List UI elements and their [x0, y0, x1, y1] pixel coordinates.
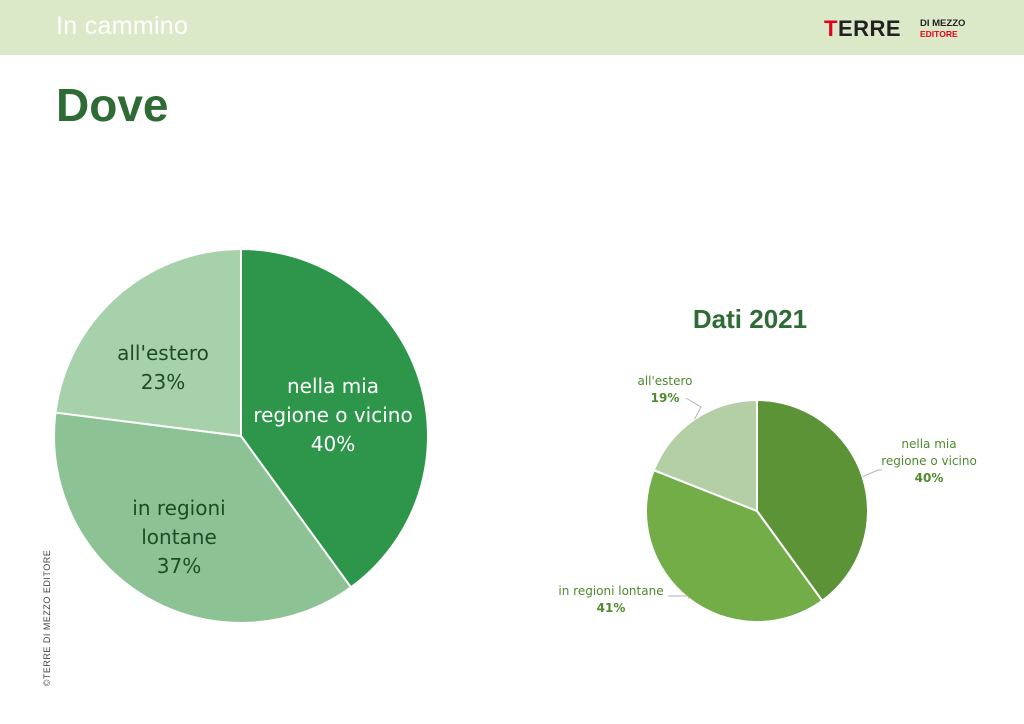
pie1-slice-0	[756, 398, 869, 603]
chart-2021-title: Dati 2021	[692, 304, 808, 334]
pie1-category-label-1: in regioni lontane	[558, 584, 663, 598]
logo-wordmark: TERRE	[824, 17, 901, 41]
header-band	[0, 0, 1024, 55]
pie1-value-label-2: 19%	[651, 391, 680, 405]
pie0-value-label-2: 23%	[141, 370, 185, 394]
pie1-category-label-2: all'estero	[637, 374, 692, 388]
logo-subtitle-bottom: EDITORE	[920, 29, 958, 39]
pie0-value-label-1: 37%	[157, 554, 201, 578]
pie0-category-label-2: all'estero	[117, 341, 209, 365]
pie0-category-label-0: regione o vicino	[253, 403, 412, 427]
pie1-value-label-0: 40%	[915, 471, 944, 485]
page-title: Dove	[56, 79, 169, 131]
logo-subtitle-top: DI MEZZO	[920, 18, 966, 29]
pie1-value-label-1: 41%	[597, 601, 626, 615]
pie0-category-label-1: lontane	[141, 525, 217, 549]
pie1-category-label-0: nella mia	[901, 437, 956, 451]
logo-wordmark-rest: ERRE	[837, 16, 902, 41]
publisher-logo: TERRE DI MEZZO EDITORE	[824, 17, 974, 43]
pie0-category-label-0: nella mia	[287, 374, 379, 398]
pie1-leader-line-0	[862, 469, 882, 478]
pie0-slice-1	[52, 411, 353, 624]
section-label: In cammino	[56, 12, 189, 40]
pie1-leader-line-2	[685, 397, 702, 420]
pie0-value-label-0: 40%	[311, 432, 355, 456]
logo-wordmark-initial: T	[824, 16, 838, 41]
pie0-slice-0	[240, 247, 429, 589]
pie1-leader-line-1	[668, 595, 690, 599]
pie0-category-label-1: in regioni	[132, 496, 225, 520]
pie1-category-label-0: regione o vicino	[881, 454, 977, 468]
pie0-slice-2	[54, 247, 242, 438]
